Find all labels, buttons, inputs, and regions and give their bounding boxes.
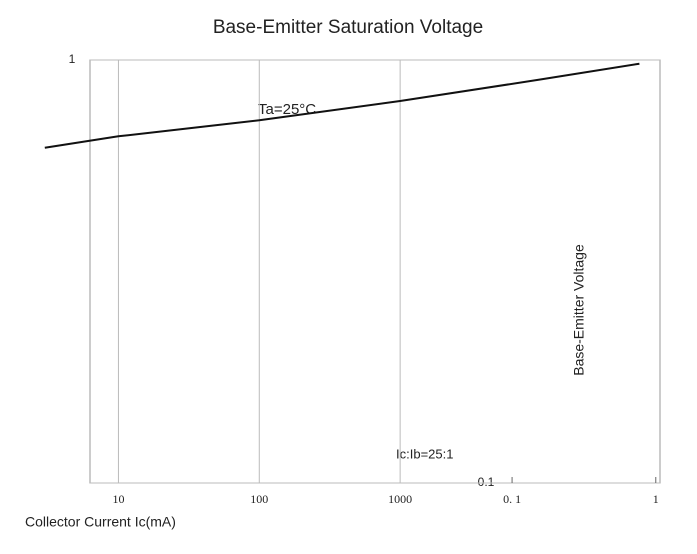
annotation: Ic:Ib=25:1 (396, 446, 453, 461)
x2-tick-label: 0. 1 (503, 492, 521, 506)
chart-title: Base-Emitter Saturation Voltage (213, 17, 483, 38)
x-tick-label: 10 (112, 492, 124, 506)
y-tick-label: 1 (69, 52, 76, 66)
x-tick-label: 1000 (388, 492, 412, 506)
x-tick-label: 100 (250, 492, 268, 506)
y-tick-label: 0.1 (478, 475, 495, 489)
data-line (44, 62, 640, 149)
y-axis-label: Base-Emitter Voltage (571, 244, 587, 376)
annotation: Ta=25°C (258, 101, 316, 118)
x-axis-label: Collector Current Ic(mA) (25, 514, 176, 530)
x2-tick-label: 1 (653, 492, 659, 506)
